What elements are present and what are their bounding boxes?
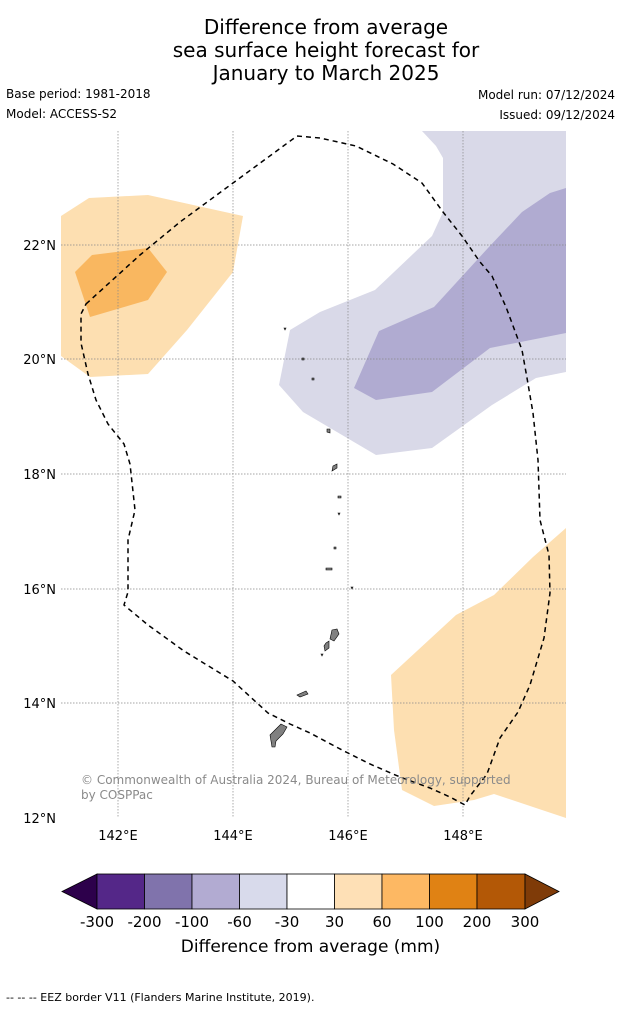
longitude-labels: 142°E 144°E 146°E 148°E [98, 829, 483, 844]
colorbar-tick-label: 100 [415, 913, 444, 931]
colorbar-bin [334, 873, 383, 910]
colorbar-tick-label: 30 [325, 913, 344, 931]
colorbar-tick-label: -200 [127, 913, 161, 931]
island-rota [296, 690, 309, 698]
colorbar-tick-label: 300 [511, 913, 540, 931]
lat-label: 16°N [23, 583, 56, 598]
issued-text: Issued: 09/12/2024 [499, 108, 615, 122]
colorbar-ticks: -300 -200 -100 -60 -30 30 60 100 200 300 [80, 913, 539, 931]
colorbar-extend-high [524, 873, 560, 910]
colorbar-bin [239, 873, 288, 910]
colorbar-bin [96, 873, 145, 910]
colorbar-bin [286, 873, 335, 910]
copyright-credit: © Commonwealth of Australia 2024, Bureau… [81, 773, 511, 802]
island-sarigan [333, 546, 337, 550]
island-alamagan [337, 495, 342, 499]
colorbar-bin [381, 873, 430, 910]
anomaly-layer [61, 131, 566, 818]
colorbar-tick-label: 60 [372, 913, 391, 931]
colorbar-tick-label: -300 [80, 913, 114, 931]
island-agrihan [326, 428, 331, 434]
colorbar-tick-label: -60 [227, 913, 252, 931]
colorbar-extend-low [61, 873, 98, 910]
lat-label: 20°N [23, 353, 56, 368]
lon-label: 142°E [98, 829, 138, 844]
title-line-2: sea surface height forecast for [172, 38, 480, 62]
island-farallon [283, 327, 287, 331]
island-saipan [329, 628, 340, 642]
island-anatahan [325, 567, 333, 571]
positive-anomaly-se-30-60 [391, 528, 566, 818]
model-text: Model: ACCESS-S2 [6, 107, 118, 121]
lat-label: 22°N [23, 239, 56, 254]
model-run-text: Model run: 07/12/2024 [477, 88, 615, 102]
base-period-text: Base period: 1981-2018 [6, 87, 151, 101]
positive-anomaly-nw-60-100 [75, 248, 167, 317]
island-asuncion [311, 377, 315, 381]
colorbar [61, 873, 560, 910]
colorbar-bin [144, 873, 193, 910]
eez-legend-footnote: -- -- -- EEZ border V11 (Flanders Marine… [6, 991, 315, 1004]
lat-label: 12°N [23, 812, 56, 827]
colorbar-bin [191, 873, 240, 910]
chart-title: Difference from average sea surface heig… [0, 16, 621, 85]
colorbar-bin [476, 873, 526, 910]
graticule [61, 131, 566, 818]
lon-label: 146°E [328, 829, 368, 844]
island-aguijan [320, 653, 324, 657]
latitude-labels: 22°N 20°N 18°N 16°N 14°N 12°N [23, 239, 56, 827]
island-guam [269, 723, 288, 748]
islands [269, 327, 354, 748]
island-pagan [331, 463, 338, 472]
eez-border-line [80, 135, 551, 807]
lon-label: 144°E [213, 829, 253, 844]
negative-anomaly-30-60 [279, 131, 566, 455]
lat-label: 14°N [23, 697, 56, 712]
colorbar-label: Difference from average (mm) [180, 937, 441, 957]
title-line-1: Difference from average [203, 15, 449, 39]
colorbar-tick-label: 200 [463, 913, 492, 931]
colorbar-tick-label: -30 [275, 913, 300, 931]
lat-label: 18°N [23, 468, 56, 483]
colorbar-bin [429, 873, 478, 910]
island-maug [301, 357, 305, 361]
island-guguan [337, 512, 341, 516]
island-tinian [323, 640, 330, 652]
island-fdm-east [350, 586, 354, 590]
colorbar-tick-label: -100 [175, 913, 209, 931]
negative-anomaly-60-100 [354, 188, 566, 400]
title-line-3: January to March 2025 [212, 61, 440, 85]
lon-label: 148°E [443, 829, 483, 844]
